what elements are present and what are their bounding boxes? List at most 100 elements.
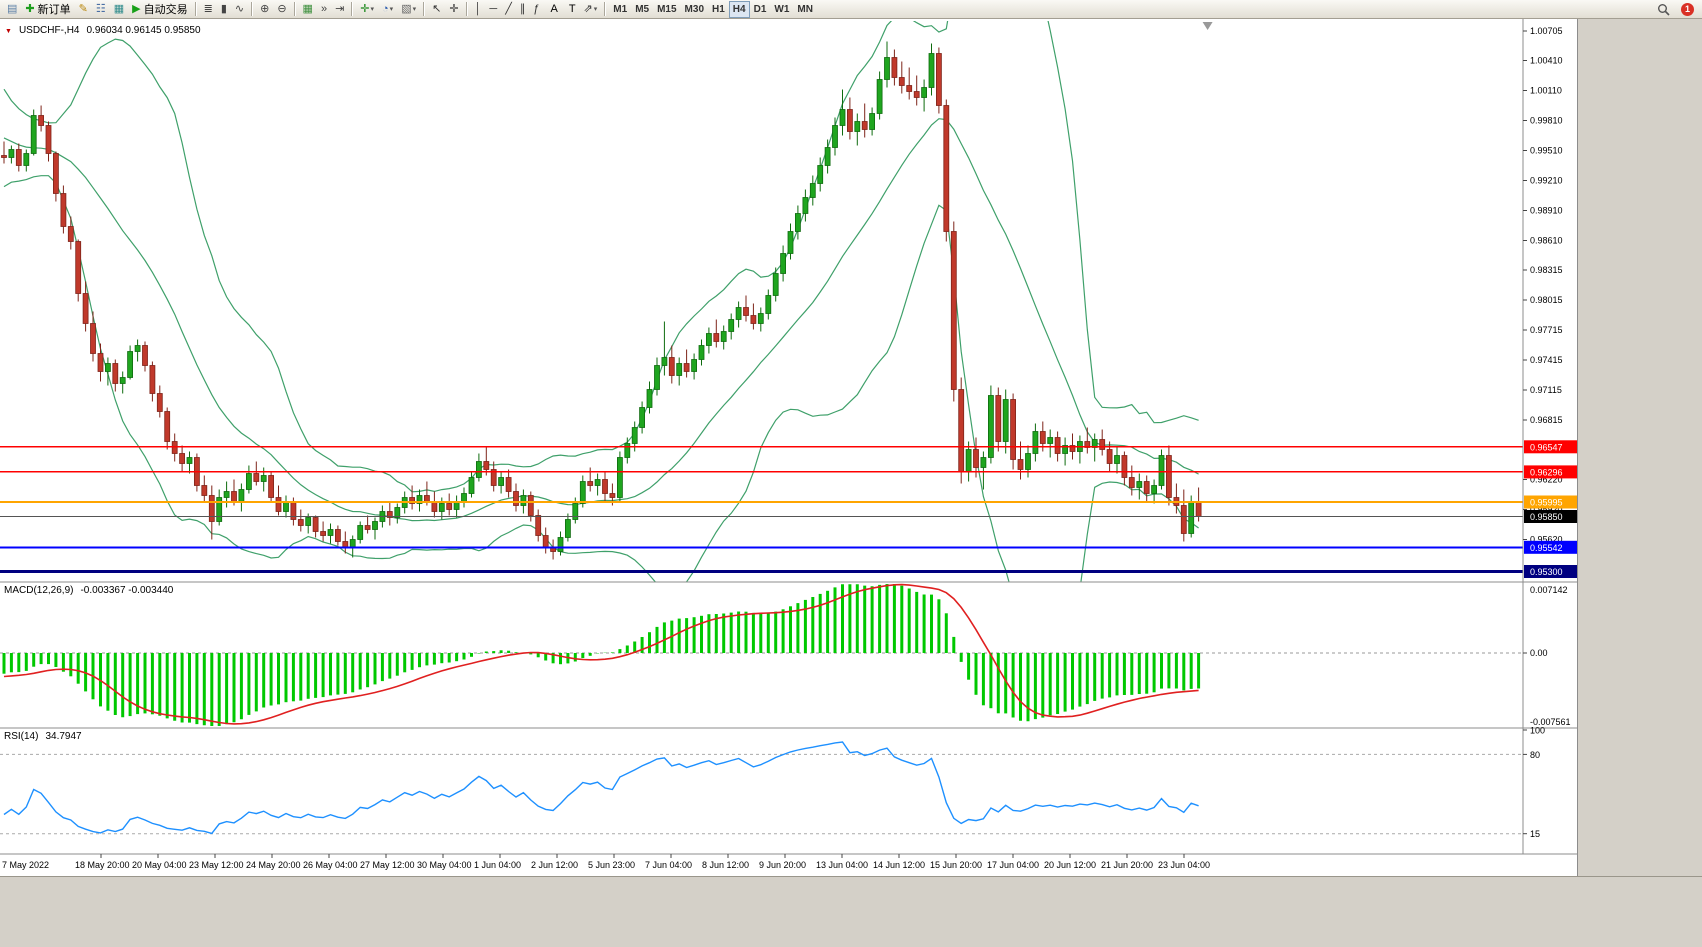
tile-windows-button[interactable]: ▦ (299, 1, 317, 18)
workspace-empty-area (1578, 19, 1702, 876)
chart-header: ▼ USDCHF-,H4 0.96034 0.96145 0.95850 (5, 25, 201, 36)
trendline-button[interactable]: ╱ (501, 1, 516, 18)
candlestick-chart-button[interactable]: ▮ (217, 1, 231, 18)
svg-text:0.98910: 0.98910 (1530, 206, 1563, 216)
price-level-box (1524, 440, 1577, 454)
toolbar-separator (423, 2, 426, 16)
svg-text:1.00705: 1.00705 (1530, 26, 1563, 36)
svg-text:23 Jun 04:00: 23 Jun 04:00 (1158, 860, 1210, 870)
auto-scroll-icon: » (320, 2, 328, 15)
svg-text:1.00410: 1.00410 (1530, 56, 1563, 66)
channel-button[interactable]: ∥ (516, 1, 530, 18)
svg-text:20 May 04:00: 20 May 04:00 (132, 860, 187, 870)
fibonacci-button[interactable]: ƒ (529, 1, 543, 18)
svg-text:9 Jun 20:00: 9 Jun 20:00 (759, 860, 806, 870)
bar-chart-button[interactable]: ≣ (200, 1, 217, 18)
data-window-button[interactable]: ▦ (110, 1, 128, 18)
macd-label: MACD(12,26,9) (4, 585, 74, 596)
rsi-label: RSI(14) (4, 731, 39, 742)
timeframe-h4-button[interactable]: H4 (728, 0, 750, 18)
svg-text:18 May 20:00: 18 May 20:00 (75, 860, 130, 870)
price-level-box (1524, 565, 1577, 578)
macd-signal-line (3, 583, 1199, 725)
chart-ohlc-values: 0.96034 0.96145 0.95850 (86, 25, 201, 36)
crosshair-button[interactable]: ✛ (445, 1, 462, 18)
svg-text:0.95920: 0.95920 (1530, 505, 1563, 515)
templates-button[interactable]: ▧ ▾ (397, 1, 420, 18)
cursor-icon: ↖ (432, 2, 442, 15)
chart-symbol-period: USDCHF-,H4 (18, 25, 80, 36)
price-level-box (1524, 510, 1577, 523)
new-chart-icon: ▤ (7, 2, 18, 15)
periods-button[interactable]: ◔ ▾ (378, 1, 397, 18)
svg-text:1.00110: 1.00110 (1530, 86, 1562, 96)
timeframe-w1-button[interactable]: W1 (770, 1, 793, 18)
new-chart-button[interactable]: ▤ (3, 1, 21, 18)
autotrading-icon: ▶ (132, 2, 141, 15)
macd-axis[interactable]: 0.007142 0.00 -0.007561 (1523, 585, 1571, 727)
price-level-box (1524, 465, 1577, 479)
svg-text:0.99210: 0.99210 (1530, 176, 1563, 186)
tile-windows-icon: ▦ (302, 2, 313, 15)
zoom-in-icon: ⊕ (260, 2, 270, 15)
arrows-button[interactable]: ⇗ ▾ (580, 1, 602, 18)
svg-text:0.00: 0.00 (1530, 648, 1548, 658)
timeframe-mn-button[interactable]: MN (793, 1, 817, 18)
toolbar-separator (465, 2, 468, 16)
timeframe-m5-button[interactable]: M5 (631, 1, 653, 18)
horizontal-line-button[interactable]: ─ (485, 1, 501, 18)
svg-text:0.96296: 0.96296 (1530, 467, 1563, 477)
svg-text:8 Jun 12:00: 8 Jun 12:00 (702, 860, 749, 870)
market-watch-button[interactable]: ☷ (92, 1, 110, 18)
timeframe-d1-button[interactable]: D1 (750, 1, 771, 18)
svg-text:0.97715: 0.97715 (1530, 325, 1563, 335)
zoom-in-button[interactable]: ⊕ (256, 1, 273, 18)
svg-text:0.95995: 0.95995 (1530, 498, 1563, 508)
chart-canvas[interactable]: 1.00705 1.00410 1.00110 0.99810 0.99510 0.992… (0, 19, 1577, 876)
rsi-axis[interactable]: 100 80 15 (1523, 726, 1545, 840)
timeframe-m15-button[interactable]: M15 (653, 1, 680, 18)
search-button[interactable] (1653, 1, 1674, 18)
timeframe-m1-button[interactable]: M1 (609, 1, 631, 18)
svg-text:0.97415: 0.97415 (1530, 355, 1563, 365)
market-watch-icon: ☷ (95, 2, 106, 15)
timeframe-h1-button[interactable]: H1 (708, 1, 729, 18)
zoom-out-button[interactable]: ⊖ (273, 1, 290, 18)
chart-shift-button[interactable]: ⇥ (331, 1, 348, 18)
svg-text:80: 80 (1530, 750, 1540, 760)
dropdown-caret-icon: ▾ (370, 6, 375, 13)
rsi-header: RSI(14) 34.7947 (4, 731, 82, 742)
svg-text:0.99810: 0.99810 (1530, 116, 1563, 126)
chart-shift-icon: ⇥ (335, 2, 345, 15)
rsi-value: 34.7947 (45, 731, 82, 742)
toolbar-separator (604, 2, 607, 16)
chart-window: 1.00705 1.00410 1.00110 0.99810 0.99510 0.992… (0, 19, 1578, 876)
svg-text:26 May 04:00: 26 May 04:00 (303, 860, 358, 870)
label-button[interactable]: T (562, 1, 580, 18)
svg-text:24 May 20:00: 24 May 20:00 (246, 860, 301, 870)
notification-badge[interactable]: 1 (1681, 2, 1694, 16)
new-order-button[interactable]: ✚ 新订单 (21, 1, 74, 18)
time-axis[interactable]: 7 May 2022 18 May 20:00 20 May 04:00 23 May… (2, 854, 1210, 870)
line-chart-button[interactable]: ∿ (231, 1, 248, 18)
autotrading-button-label: 自动交易 (143, 4, 188, 16)
autotrading-button[interactable]: ▶ 自动交易 (128, 1, 191, 18)
auto-scroll-button[interactable]: » (317, 1, 331, 18)
text-button[interactable]: A (543, 1, 561, 18)
horizontal-lines[interactable] (0, 446, 1523, 573)
text-button-label: A (550, 3, 558, 15)
svg-text:7 Jun 04:00: 7 Jun 04:00 (645, 860, 692, 870)
cursor-button[interactable]: ↖ (428, 1, 445, 18)
svg-text:0.007142: 0.007142 (1530, 585, 1568, 595)
arrows-icon: ⇗ (583, 2, 593, 15)
metaeditor-button[interactable]: ✎ (75, 1, 92, 18)
timeframe-m30-button[interactable]: M30 (681, 1, 708, 18)
price-axis[interactable]: 1.00705 1.00410 1.00110 0.99810 0.99510 0.992… (1523, 26, 1577, 578)
candles (1, 41, 1202, 560)
search-icon (1658, 3, 1670, 16)
templates-icon: ▧ (401, 2, 412, 15)
vertical-line-button[interactable]: │ (471, 1, 486, 18)
indicators-button[interactable]: ✛ ▾ (356, 1, 378, 18)
toolbar-separator (251, 2, 254, 16)
svg-text:23 May 12:00: 23 May 12:00 (189, 860, 244, 870)
